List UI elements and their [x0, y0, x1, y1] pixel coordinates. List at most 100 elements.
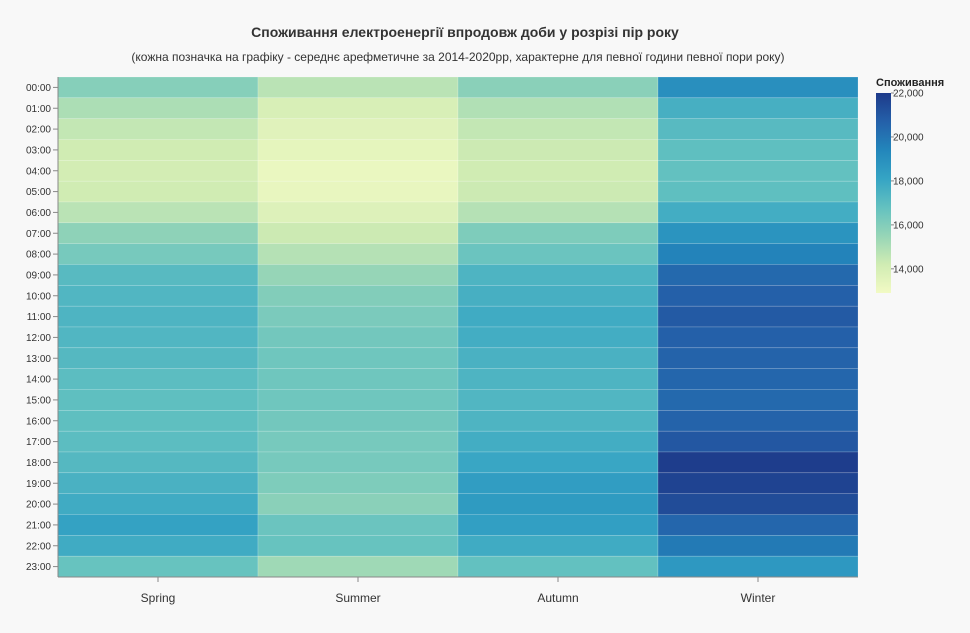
heatmap-cell: [257, 305, 459, 328]
heatmap-cell: [657, 222, 859, 244]
heatmap-cell: [257, 535, 459, 557]
heatmap-cell: [57, 285, 259, 307]
heatmap-cell: [57, 326, 259, 349]
y-tick-label: 14:00: [26, 375, 51, 386]
heatmap-cell: [457, 118, 659, 140]
y-tick-label: 20:00: [26, 500, 51, 511]
heatmap-cell: [457, 139, 659, 161]
heatmap-cell: [657, 472, 859, 494]
y-tick-label: 18:00: [26, 458, 51, 469]
legend-tick-label: 18,000: [893, 176, 924, 187]
y-tick-label: 05:00: [26, 187, 51, 198]
heatmap-cell: [657, 305, 859, 328]
y-tick-label: 11:00: [27, 312, 52, 323]
heatmap-cell: [457, 97, 659, 119]
heatmap-cell: [657, 368, 859, 390]
heatmap-cell: [57, 389, 259, 411]
heatmap-cell: [657, 493, 859, 515]
heatmap-cell: [257, 243, 459, 265]
heatmap-cell: [57, 264, 259, 286]
y-tick-label: 12:00: [26, 333, 51, 344]
y-tick-label: 13:00: [26, 354, 51, 365]
heatmap-cell: [657, 97, 859, 119]
heatmap-cell: [457, 514, 659, 536]
heatmap-cell: [657, 347, 859, 369]
heatmap-cell: [57, 76, 259, 99]
x-tick-label: Winter: [741, 591, 776, 605]
heatmap-cell: [457, 451, 659, 474]
heatmap-cell: [257, 514, 459, 536]
heatmap-cell: [257, 139, 459, 161]
heatmap-cell: [657, 243, 859, 265]
heatmap-cell: [657, 326, 859, 349]
heatmap-cell: [57, 180, 259, 203]
heatmap-cell: [657, 430, 859, 453]
heatmap-cell: [57, 430, 259, 453]
heatmap-cell: [257, 222, 459, 244]
heatmap-cell: [657, 389, 859, 411]
heatmap-cell: [457, 472, 659, 494]
heatmap-cell: [657, 514, 859, 536]
heatmap-cell: [657, 139, 859, 161]
y-tick-label: 02:00: [26, 125, 51, 136]
heatmap-cell: [257, 180, 459, 203]
x-tick-label: Spring: [141, 591, 176, 605]
heatmap-cell: [657, 201, 859, 224]
heatmap-cell: [57, 118, 259, 140]
heatmap-cells: [57, 76, 859, 578]
heatmap-cell: [57, 555, 259, 578]
heatmap-cell: [257, 389, 459, 411]
heatmap-cell: [57, 243, 259, 265]
y-tick-label: 22:00: [26, 541, 51, 552]
heatmap-cell: [457, 347, 659, 369]
heatmap-cell: [457, 535, 659, 557]
heatmap-cell: [57, 514, 259, 536]
heatmap-cell: [57, 410, 259, 432]
heatmap-cell: [657, 76, 859, 99]
heatmap-cell: [457, 243, 659, 265]
heatmap-cell: [257, 451, 459, 474]
y-axis: 00:00 01:00 02:00 03:00 04:00 05:00 06:00 07:00…: [26, 77, 59, 577]
heatmap-cell: [457, 368, 659, 390]
heatmap-cell: [57, 347, 259, 369]
legend-tick-label: 16,000: [893, 220, 924, 231]
heatmap-cell: [57, 201, 259, 224]
heatmap-cell: [257, 160, 459, 182]
heatmap-cell: [657, 555, 859, 578]
heatmap-cell: [657, 180, 859, 203]
y-tick-label: 15:00: [26, 395, 51, 406]
heatmap-cell: [257, 368, 459, 390]
y-tick-label: 09:00: [26, 270, 51, 281]
heatmap-cell: [457, 76, 659, 99]
y-tick-label: 17:00: [26, 437, 51, 448]
chart-subtitle: (кожна позначка на графіку - середнє аре…: [131, 50, 784, 64]
heatmap-cell: [657, 160, 859, 182]
legend-tick-label: 22,000: [893, 89, 924, 100]
heatmap-cell: [657, 535, 859, 557]
heatmap-cell: [57, 535, 259, 557]
heatmap-cell: [457, 389, 659, 411]
heatmap-cell: [257, 347, 459, 369]
heatmap-cell: [257, 264, 459, 286]
heatmap-cell: [457, 180, 659, 203]
heatmap-cell: [657, 410, 859, 432]
y-tick-label: 21:00: [26, 520, 51, 531]
y-tick-label: 04:00: [26, 166, 51, 177]
y-tick-label: 01:00: [26, 104, 51, 115]
y-tick-label: 16:00: [26, 416, 51, 427]
heatmap-cell: [257, 118, 459, 140]
heatmap-cell: [257, 201, 459, 224]
heatmap-cell: [57, 305, 259, 328]
heatmap-cell: [57, 97, 259, 119]
heatmap-cell: [457, 160, 659, 182]
heatmap-cell: [257, 285, 459, 307]
legend-tick-label: 14,000: [893, 264, 924, 275]
heatmap-cell: [657, 451, 859, 474]
heatmap-cell: [657, 285, 859, 307]
heatmap-cell: [457, 430, 659, 453]
x-tick-label: Summer: [335, 591, 380, 605]
heatmap-cell: [57, 139, 259, 161]
y-tick-label: 03:00: [26, 145, 51, 156]
x-axis: Spring Summer Autumn Winter: [58, 576, 858, 605]
heatmap-cell: [257, 97, 459, 119]
